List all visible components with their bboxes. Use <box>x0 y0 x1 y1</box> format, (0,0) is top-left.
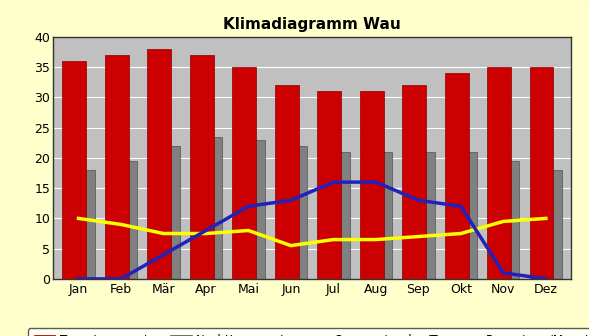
Bar <box>198 137 222 279</box>
Bar <box>445 73 468 279</box>
Bar <box>453 152 477 279</box>
Bar <box>317 91 341 279</box>
Bar <box>156 146 180 279</box>
Bar <box>360 91 383 279</box>
Bar <box>496 161 519 279</box>
Bar <box>105 55 128 279</box>
Bar <box>232 67 256 279</box>
Bar <box>283 146 307 279</box>
Bar <box>368 152 392 279</box>
Legend: Tagestemperatur, Nachttemperatur, Sonnenstunden/Tag, Regentage/Monat: Tagestemperatur, Nachttemperatur, Sonnen… <box>28 328 589 336</box>
Bar <box>538 170 562 279</box>
Bar <box>402 85 426 279</box>
Bar <box>190 55 214 279</box>
Bar <box>275 85 299 279</box>
Bar <box>411 152 435 279</box>
Bar <box>326 152 349 279</box>
Bar <box>71 170 95 279</box>
Bar <box>62 61 86 279</box>
Title: Klimadiagramm Wau: Klimadiagramm Wau <box>223 16 401 32</box>
Bar <box>487 67 511 279</box>
Bar <box>530 67 554 279</box>
Bar <box>113 161 137 279</box>
Bar <box>147 49 171 279</box>
Bar <box>241 140 264 279</box>
